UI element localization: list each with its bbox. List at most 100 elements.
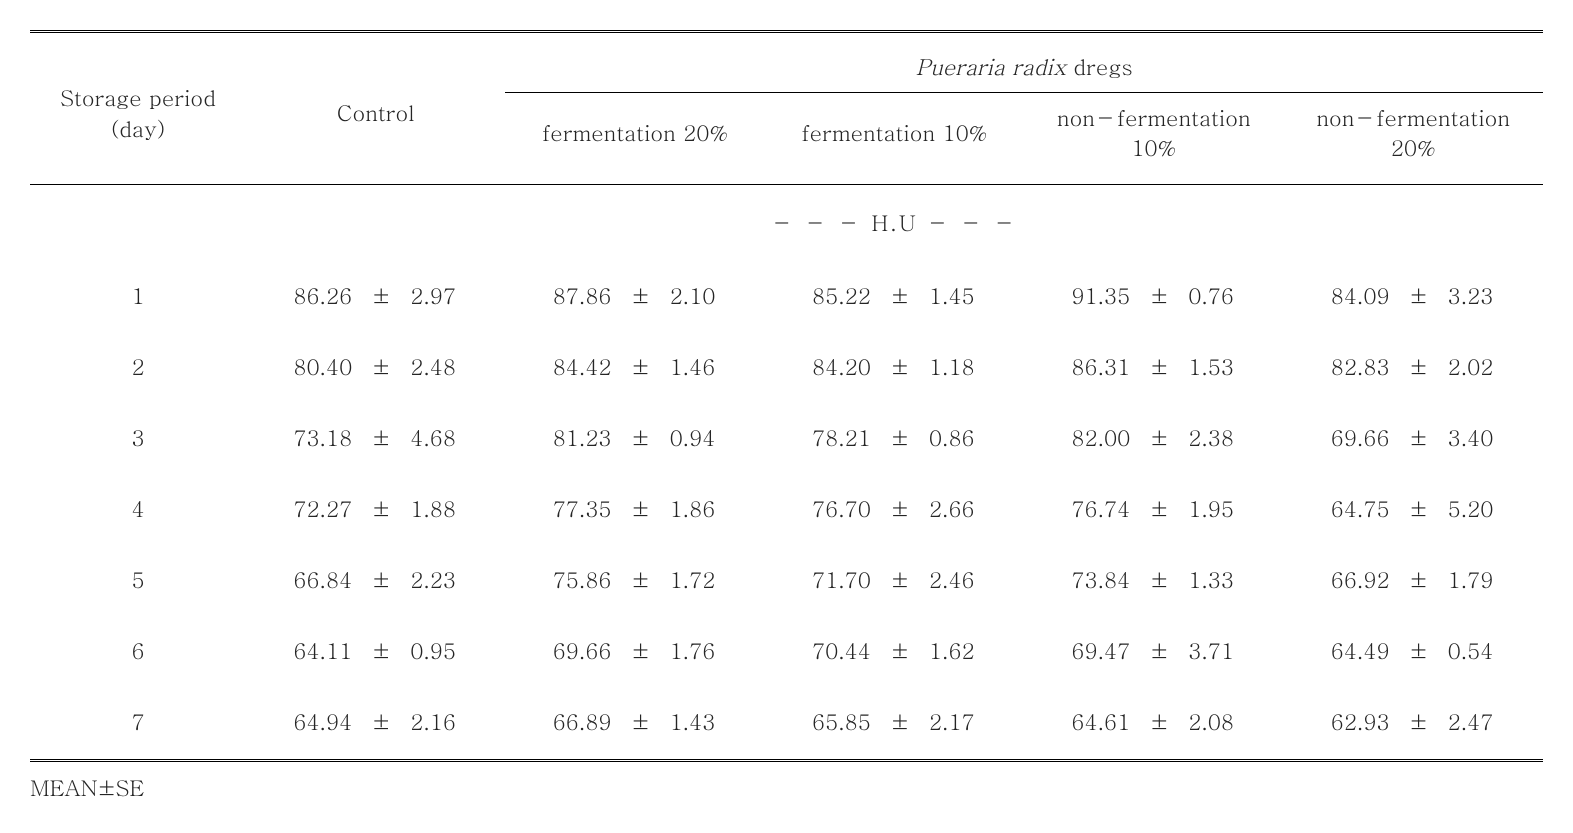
cell-pm: ± [1392, 686, 1446, 761]
cell-pm: ± [873, 544, 927, 615]
unit-row: － － － H.U － － － [246, 185, 1543, 260]
cell-pm: ± [354, 331, 408, 402]
cell-pm: ± [614, 402, 668, 473]
cell-day: 1 [30, 260, 246, 331]
cell-f20-mean: 66.89 [505, 686, 613, 761]
cell-nf20-se: 3.23 [1446, 260, 1543, 331]
cell-f10-mean: 65.85 [765, 686, 873, 761]
cell-f20-se: 1.72 [668, 544, 765, 615]
cell-pm: ± [1132, 473, 1186, 544]
cell-control-mean: 64.94 [246, 686, 354, 761]
cell-nf20-se: 2.47 [1446, 686, 1543, 761]
cell-f10-se: 1.62 [927, 615, 1024, 686]
cell-f10-mean: 76.70 [765, 473, 873, 544]
cell-nf10-se: 1.33 [1186, 544, 1283, 615]
cell-f20-mean: 75.86 [505, 544, 613, 615]
cell-nf10-mean: 69.47 [1024, 615, 1132, 686]
cell-nf10-se: 2.08 [1186, 686, 1283, 761]
cell-pm: ± [873, 402, 927, 473]
cell-pm: ± [873, 331, 927, 402]
table-row: 373.18±4.6881.23±0.9478.21±0.8682.00±2.3… [30, 402, 1543, 473]
cell-f10-mean: 84.20 [765, 331, 873, 402]
cell-nf20-mean: 64.75 [1284, 473, 1392, 544]
cell-f20-mean: 87.86 [505, 260, 613, 331]
table-row: 472.27±1.8877.35±1.8676.70±2.6676.74±1.9… [30, 473, 1543, 544]
cell-day: 7 [30, 686, 246, 761]
col-header-nf10: non－fermentation10% [1024, 93, 1283, 185]
col-header-control: Control [246, 33, 505, 185]
cell-control-mean: 86.26 [246, 260, 354, 331]
table-row: 764.94±2.1666.89±1.4365.85±2.1764.61±2.0… [30, 686, 1543, 761]
cell-f10-mean: 78.21 [765, 402, 873, 473]
cell-pm: ± [1392, 615, 1446, 686]
cell-nf20-se: 3.40 [1446, 402, 1543, 473]
cell-pm: ± [354, 686, 408, 761]
col-header-nf20: non－fermentation20% [1284, 93, 1543, 185]
cell-f20-se: 0.94 [668, 402, 765, 473]
cell-nf20-mean: 82.83 [1284, 331, 1392, 402]
cell-nf10-mean: 82.00 [1024, 402, 1132, 473]
cell-nf20-se: 1.79 [1446, 544, 1543, 615]
cell-nf20-se: 2.02 [1446, 331, 1543, 402]
cell-pm: ± [614, 615, 668, 686]
cell-pm: ± [1392, 473, 1446, 544]
cell-day: 5 [30, 544, 246, 615]
cell-control-se: 2.48 [408, 331, 505, 402]
cell-pm: ± [1132, 331, 1186, 402]
cell-f20-mean: 77.35 [505, 473, 613, 544]
cell-pm: ± [614, 260, 668, 331]
cell-f10-se: 2.66 [927, 473, 1024, 544]
cell-f10-mean: 70.44 [765, 615, 873, 686]
cell-control-se: 2.97 [408, 260, 505, 331]
cell-control-se: 2.23 [408, 544, 505, 615]
cell-control-se: 1.88 [408, 473, 505, 544]
cell-control-mean: 73.18 [246, 402, 354, 473]
cell-control-mean: 72.27 [246, 473, 354, 544]
cell-nf10-se: 1.53 [1186, 331, 1283, 402]
cell-day: 6 [30, 615, 246, 686]
cell-day: 4 [30, 473, 246, 544]
cell-pm: ± [1132, 260, 1186, 331]
cell-pm: ± [354, 260, 408, 331]
cell-pm: ± [1132, 615, 1186, 686]
cell-nf20-mean: 69.66 [1284, 402, 1392, 473]
cell-nf10-mean: 64.61 [1024, 686, 1132, 761]
cell-f10-mean: 71.70 [765, 544, 873, 615]
cell-control-se: 0.95 [408, 615, 505, 686]
cell-f20-se: 1.86 [668, 473, 765, 544]
table-row: 186.26±2.9787.86±2.1085.22±1.4591.35±0.7… [30, 260, 1543, 331]
cell-f10-se: 1.18 [927, 331, 1024, 402]
table-row: 566.84±2.2375.86±1.7271.70±2.4673.84±1.3… [30, 544, 1543, 615]
footnote: MEAN±SE [30, 762, 1543, 803]
cell-nf20-mean: 66.92 [1284, 544, 1392, 615]
cell-control-se: 4.68 [408, 402, 505, 473]
cell-f10-se: 2.46 [927, 544, 1024, 615]
cell-f10-se: 2.17 [927, 686, 1024, 761]
cell-control-mean: 64.11 [246, 615, 354, 686]
cell-pm: ± [873, 686, 927, 761]
cell-pm: ± [614, 686, 668, 761]
cell-nf20-se: 5.20 [1446, 473, 1543, 544]
cell-pm: ± [614, 331, 668, 402]
table-row: 664.11±0.9569.66±1.7670.44±1.6269.47±3.7… [30, 615, 1543, 686]
cell-pm: ± [1132, 402, 1186, 473]
cell-nf10-se: 1.95 [1186, 473, 1283, 544]
table-row: 280.40±2.4884.42±1.4684.20±1.1886.31±1.5… [30, 331, 1543, 402]
cell-pm: ± [354, 615, 408, 686]
cell-nf10-mean: 91.35 [1024, 260, 1132, 331]
cell-pm: ± [1392, 544, 1446, 615]
cell-nf10-se: 3.71 [1186, 615, 1283, 686]
cell-control-se: 2.16 [408, 686, 505, 761]
cell-pm: ± [1392, 260, 1446, 331]
cell-day: 3 [30, 402, 246, 473]
cell-f20-se: 2.10 [668, 260, 765, 331]
cell-nf10-se: 0.76 [1186, 260, 1283, 331]
cell-f20-mean: 69.66 [505, 615, 613, 686]
cell-nf10-se: 2.38 [1186, 402, 1283, 473]
cell-nf10-mean: 73.84 [1024, 544, 1132, 615]
cell-pm: ± [354, 473, 408, 544]
cell-pm: ± [873, 473, 927, 544]
cell-day: 2 [30, 331, 246, 402]
cell-f20-se: 1.43 [668, 686, 765, 761]
cell-pm: ± [1132, 686, 1186, 761]
